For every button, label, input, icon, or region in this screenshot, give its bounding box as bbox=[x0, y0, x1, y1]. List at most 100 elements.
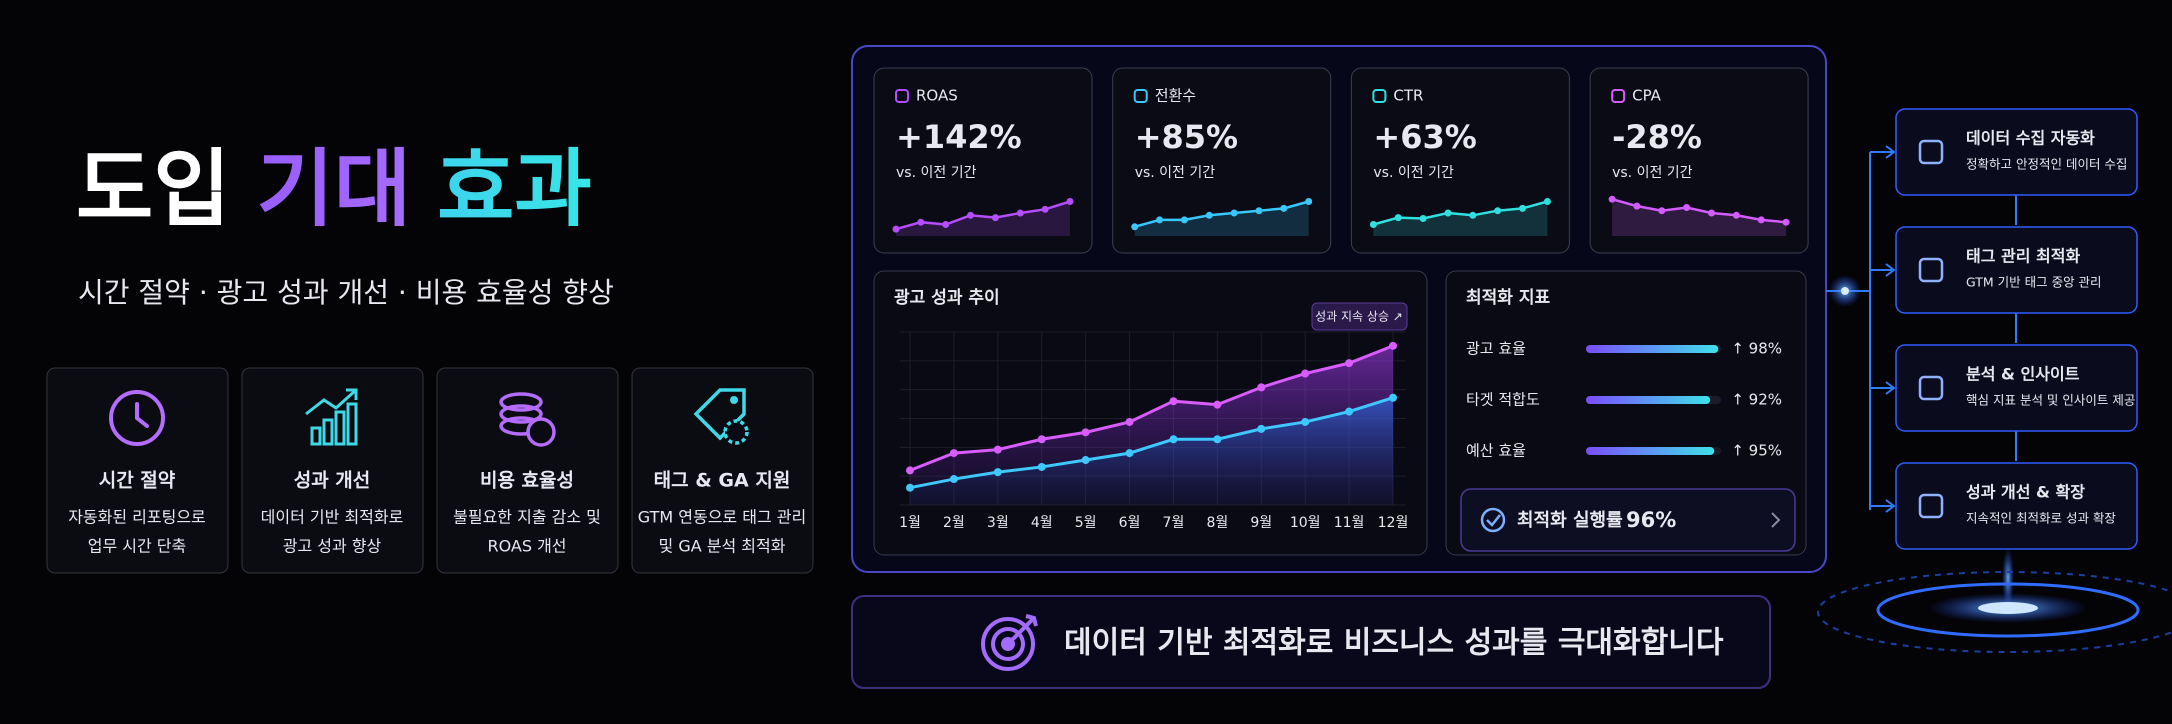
series-point bbox=[993, 445, 1002, 454]
metric-value: ↑ 95% bbox=[1731, 442, 1782, 460]
icon bbox=[322, 418, 334, 446]
kpi-value: +63% bbox=[1373, 118, 1476, 156]
feature-desc: 광고 성과 향상 bbox=[283, 537, 382, 556]
kpi-note: vs. 이전 기간 bbox=[1373, 165, 1454, 181]
sparkline-point bbox=[1608, 195, 1616, 203]
metric-label: 예산 효율 bbox=[1466, 442, 1526, 460]
kpi-value: +142% bbox=[896, 118, 1022, 156]
sparkline-point bbox=[1708, 209, 1716, 217]
flow-icon bbox=[1918, 375, 1944, 401]
x-tick-label: 2월 bbox=[943, 515, 965, 531]
sparkline-point bbox=[892, 225, 900, 233]
series-point bbox=[949, 449, 958, 458]
banner bbox=[851, 595, 1771, 689]
icon bbox=[109, 390, 165, 446]
x-tick-label: 9월 bbox=[1250, 515, 1272, 531]
sparkline-point bbox=[1016, 209, 1024, 217]
flow-title: 데이터 수집 자동화 bbox=[1966, 129, 2095, 148]
sparkline-point bbox=[967, 211, 975, 219]
icon bbox=[499, 392, 543, 412]
headline-part: 도입 bbox=[76, 140, 231, 238]
sparkline-point bbox=[1683, 203, 1691, 211]
feature-title: 태그 & GA 지원 bbox=[654, 470, 791, 492]
metric-label: 광고 효율 bbox=[1466, 340, 1526, 358]
feature-desc: ROAS 개선 bbox=[487, 537, 566, 556]
feature-title: 시간 절약 bbox=[99, 470, 176, 492]
series-point bbox=[1389, 341, 1397, 350]
icon bbox=[499, 404, 543, 424]
sparkline-point bbox=[1255, 207, 1263, 215]
metric-label: 타겟 적합도 bbox=[1466, 391, 1540, 409]
series-line bbox=[909, 396, 1394, 490]
x-tick-label: 4월 bbox=[1031, 515, 1053, 531]
x-tick-label: 10월 bbox=[1290, 515, 1321, 531]
kpi-note: vs. 이전 기간 bbox=[896, 165, 977, 181]
icon bbox=[334, 410, 346, 446]
series-point bbox=[1389, 393, 1397, 402]
sparkline-point bbox=[1782, 218, 1790, 226]
connectors bbox=[1826, 145, 2017, 513]
series-line bbox=[909, 344, 1394, 472]
sparkline-point bbox=[1305, 198, 1313, 205]
series-point bbox=[906, 466, 914, 475]
series-point bbox=[1125, 449, 1134, 458]
flow-node bbox=[1895, 344, 2138, 432]
icon bbox=[723, 419, 749, 445]
progress-box bbox=[1460, 488, 1796, 552]
flow-node bbox=[1895, 462, 2138, 550]
kpi-card bbox=[873, 67, 1093, 254]
flow-desc: 핵심 지표 분석 및 인사이트 제공 bbox=[1966, 393, 2135, 408]
metric-value: ↑ 98% bbox=[1731, 340, 1782, 358]
x-tick-label: 7월 bbox=[1163, 515, 1185, 531]
feature-card bbox=[46, 367, 229, 574]
series-point bbox=[1081, 456, 1090, 465]
series-point bbox=[1257, 424, 1266, 433]
feature-desc: GTM 연동으로 태그 관리 bbox=[638, 508, 806, 527]
flow-title: 분석 & 인사이트 bbox=[1966, 365, 2080, 384]
sparkline-point bbox=[1394, 214, 1402, 222]
flow-icon bbox=[1918, 257, 1944, 283]
sparkline-point bbox=[1732, 211, 1740, 219]
feature-title: 비용 효율성 bbox=[480, 470, 574, 492]
feature-card bbox=[631, 367, 814, 574]
feature-desc: 업무 시간 단축 bbox=[88, 537, 187, 556]
flow-node bbox=[1895, 226, 2138, 314]
series-point bbox=[1301, 417, 1310, 426]
x-tick-label: 11월 bbox=[1334, 515, 1365, 531]
series-point bbox=[1169, 435, 1178, 444]
progress-label: 최적화 실행률 bbox=[1517, 510, 1623, 531]
feature-title: 성과 개선 bbox=[294, 470, 371, 492]
target-icon bbox=[981, 614, 1038, 671]
flow-title: 태그 관리 최적화 bbox=[1966, 247, 2080, 266]
chevron bbox=[1771, 512, 1781, 528]
kpi-note: vs. 이전 기간 bbox=[1612, 165, 1693, 181]
x-tick-label: 5월 bbox=[1075, 515, 1097, 531]
sparkline-point bbox=[1469, 211, 1477, 219]
sparkline bbox=[1611, 197, 1787, 224]
x-tick-label: 12월 bbox=[1378, 515, 1409, 531]
badge-text: 성과 지속 상승 ↗ bbox=[1315, 310, 1403, 324]
banner-text: 데이터 기반 최적화로 비즈니스 성과를 극대화합니다 bbox=[1064, 626, 1724, 661]
kpi-icon bbox=[1611, 89, 1626, 103]
icon bbox=[135, 402, 149, 428]
check-icon bbox=[1486, 514, 1501, 527]
kpi-icon bbox=[1372, 89, 1387, 103]
icon bbox=[346, 402, 358, 446]
metrics-title: 최적화 지표 bbox=[1466, 288, 1550, 308]
series-point bbox=[1169, 397, 1178, 406]
metric-value: ↑ 92% bbox=[1731, 391, 1782, 409]
sparkline-point bbox=[1369, 221, 1377, 228]
kpi-card bbox=[1350, 67, 1570, 254]
kpi-card bbox=[1112, 67, 1332, 254]
sparkline bbox=[1373, 200, 1548, 226]
series-point bbox=[1081, 428, 1090, 437]
headline-part: 기대 bbox=[257, 140, 412, 238]
feature-card bbox=[436, 367, 619, 574]
feature-icon bbox=[109, 390, 165, 446]
badge bbox=[1311, 302, 1408, 331]
x-tick-label: 3월 bbox=[987, 515, 1009, 531]
sparkline-point bbox=[1658, 207, 1666, 215]
